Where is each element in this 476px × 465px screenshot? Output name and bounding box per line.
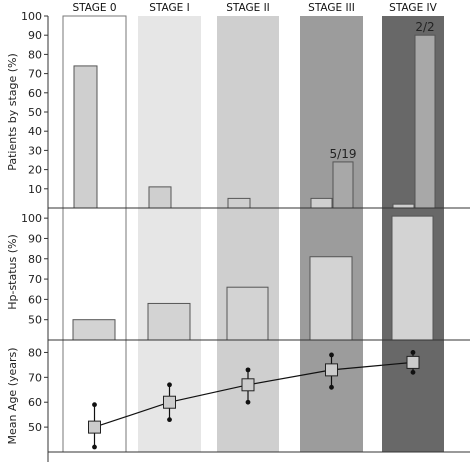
age-mean-marker-4 xyxy=(406,355,420,369)
hp-status-tick-label-80: 80 xyxy=(28,253,42,266)
patients-tick-label-10: 10 xyxy=(28,183,42,196)
mean-age-tick-label-80: 80 xyxy=(28,346,42,359)
age-upper-dot-4 xyxy=(410,350,416,355)
count-annotation-0: 5/19 xyxy=(330,147,357,161)
age-upper-dot-2 xyxy=(245,367,251,373)
patients-tick-label-30: 30 xyxy=(28,144,42,157)
y-axis-title-mean-age: Mean Age (years) xyxy=(6,347,19,444)
stage-column-1 xyxy=(138,16,201,452)
hp-status-panel xyxy=(72,215,434,341)
hp-status-tick-label-70: 70 xyxy=(28,273,42,286)
patients-tick-label-20: 20 xyxy=(28,164,42,177)
age-upper-dot-1 xyxy=(167,382,172,388)
patients-tick-label-50: 50 xyxy=(28,106,42,119)
patients-bar-1 xyxy=(148,186,172,209)
stage-label-1: STAGE I xyxy=(149,2,189,14)
y-axis-title-patients: Patients by stage (%) xyxy=(6,53,19,171)
patients-tick-label-90: 90 xyxy=(28,29,42,42)
patients-bar-0 xyxy=(73,65,98,209)
age-mean-marker-0 xyxy=(88,420,101,434)
patients-bar-b-3 xyxy=(332,161,354,209)
age-mean-marker-2 xyxy=(241,378,255,392)
mean-age-tick-label-60: 60 xyxy=(28,396,42,409)
hp-status-bar-0 xyxy=(72,319,116,341)
age-upper-dot-0 xyxy=(92,402,97,408)
patients-tick-label-100: 100 xyxy=(21,10,42,23)
patients-bar-b-4 xyxy=(414,34,436,209)
age-mean-marker-3 xyxy=(325,363,338,377)
count-annotation-1: 2/2 xyxy=(415,20,434,34)
y-axis-title-hp-status: Hp-status (%) xyxy=(6,234,19,310)
age-mean-marker-1 xyxy=(163,395,176,409)
hp-status-bar-3 xyxy=(309,256,353,341)
stage-label-0: STAGE 0 xyxy=(72,2,116,14)
age-lower-dot-0 xyxy=(92,444,97,450)
axes: 10 20 30 40 50 60 70 80 90 100 50 60 70 80 90 100 50 60 70… xyxy=(21,10,470,462)
mean-age-tick-label-50: 50 xyxy=(28,421,42,434)
patients-tick-label-70: 70 xyxy=(28,68,42,81)
hp-status-bar-4 xyxy=(391,215,434,341)
hp-status-tick-label-60: 60 xyxy=(28,293,42,306)
patients-bar-3 xyxy=(310,197,333,209)
hp-status-tick-label-100: 100 xyxy=(21,212,42,225)
age-lower-dot-2 xyxy=(245,399,251,405)
stage-labels: STAGE 0 STAGE I STAGE II STAGE III STAGE IV xyxy=(72,2,437,14)
age-lower-dot-4 xyxy=(410,369,416,375)
age-lower-dot-1 xyxy=(167,417,172,423)
stage-label-4: STAGE IV xyxy=(389,2,437,14)
patients-tick-label-60: 60 xyxy=(28,87,42,100)
patients-tick-label-80: 80 xyxy=(28,48,42,61)
patients-by-stage-panel: 5/19 2/2 xyxy=(73,20,436,209)
stage-label-3: STAGE III xyxy=(308,2,355,14)
patients-tick-label-40: 40 xyxy=(28,125,42,138)
stage-label-2: STAGE II xyxy=(226,2,270,14)
hp-status-tick-label-90: 90 xyxy=(28,232,42,245)
hp-status-bar-1 xyxy=(147,302,191,341)
patients-bar-4 xyxy=(392,203,415,209)
patients-bar-2 xyxy=(227,197,251,209)
hp-status-bar-2 xyxy=(226,286,269,341)
hp-status-tick-label-50: 50 xyxy=(28,314,42,327)
age-upper-dot-3 xyxy=(329,352,334,358)
mean-age-panel xyxy=(88,350,420,450)
age-lower-dot-3 xyxy=(329,384,334,390)
mean-age-tick-label-70: 70 xyxy=(28,371,42,384)
